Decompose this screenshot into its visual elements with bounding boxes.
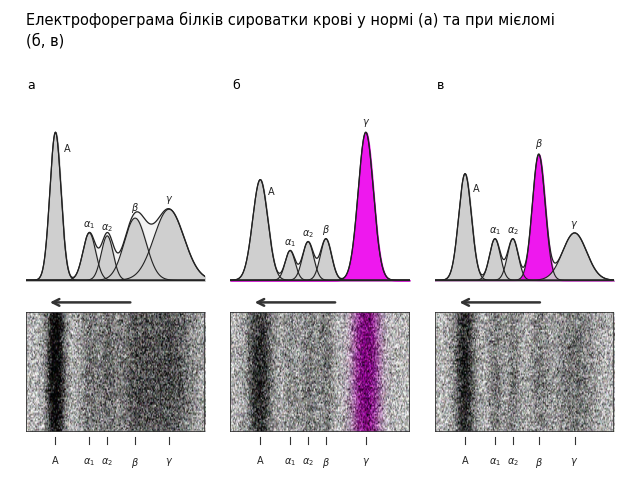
Text: A: A [52, 456, 59, 466]
Text: в: в [437, 79, 444, 92]
Text: $\beta$: $\beta$ [131, 456, 139, 470]
Text: $\beta$: $\beta$ [535, 456, 543, 470]
Text: A: A [63, 144, 70, 155]
Text: A: A [461, 456, 468, 466]
Text: A: A [473, 184, 479, 194]
Text: $\gamma$: $\gamma$ [570, 456, 579, 468]
Text: $\alpha_1$: $\alpha_1$ [284, 456, 296, 468]
Text: $\alpha_2$: $\alpha_2$ [101, 456, 113, 468]
Text: $\alpha_2$: $\alpha_2$ [302, 228, 314, 240]
Text: $\alpha_2$: $\alpha_2$ [101, 223, 113, 234]
Text: $\beta$: $\beta$ [322, 223, 330, 237]
Text: $\alpha_1$: $\alpha_1$ [284, 237, 296, 249]
Text: $\beta$: $\beta$ [131, 201, 139, 215]
Text: $\beta$: $\beta$ [322, 456, 330, 470]
Text: $\alpha_1$: $\alpha_1$ [489, 456, 501, 468]
Text: $\alpha_2$: $\alpha_2$ [507, 456, 519, 468]
Text: $\gamma$: $\gamma$ [362, 117, 370, 129]
Text: $\alpha_1$: $\alpha_1$ [83, 456, 95, 468]
Text: Електрофореграма білків сироватки крові у нормі (а) та при мієломі
(б, в): Електрофореграма білків сироватки крові … [26, 12, 554, 49]
Text: а: а [28, 79, 35, 92]
Text: $\alpha_1$: $\alpha_1$ [489, 226, 501, 237]
Text: A: A [268, 187, 275, 197]
Text: $\alpha_1$: $\alpha_1$ [83, 219, 95, 231]
Text: $\alpha_2$: $\alpha_2$ [302, 456, 314, 468]
Text: $\gamma$: $\gamma$ [165, 456, 173, 468]
Text: $\gamma$: $\gamma$ [362, 456, 370, 468]
Text: $\gamma$: $\gamma$ [165, 194, 173, 206]
Text: б: б [232, 79, 240, 92]
Text: A: A [257, 456, 264, 466]
Text: $\beta$: $\beta$ [535, 137, 543, 152]
Text: $\alpha_2$: $\alpha_2$ [507, 226, 519, 237]
Text: $\gamma$: $\gamma$ [570, 219, 579, 231]
